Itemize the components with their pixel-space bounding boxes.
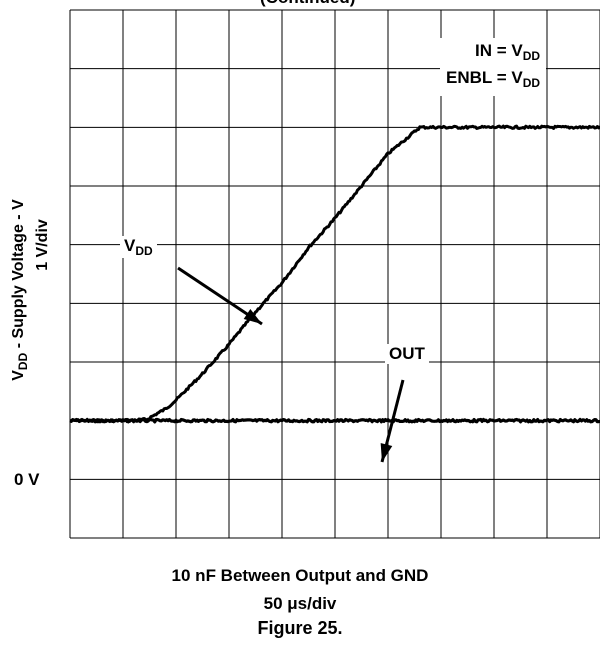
- annotation-arrows: [177, 266, 405, 463]
- arrow-vdd-head: [243, 309, 262, 324]
- annotation-vdd: VDD: [120, 236, 157, 258]
- chart-title-fragment: (Continued): [260, 0, 355, 8]
- trace-out: [69, 417, 600, 424]
- y-axis-scale: 1 V/div: [34, 219, 51, 271]
- conditions-box: IN = VDD ENBL = VDD: [440, 38, 547, 96]
- condition-in: IN = VDD: [474, 41, 541, 63]
- y-axis-label: VDD - Supply Voltage - V: [10, 199, 30, 381]
- figure-label: Figure 25.: [257, 618, 343, 638]
- zero-volt-label: 0 V: [14, 470, 40, 489]
- x-axis-label: 10 nF Between Output and GND: [171, 566, 429, 585]
- x-axis-scale: 50 μs/div: [263, 594, 337, 613]
- traces: [69, 124, 600, 424]
- trace-vdd: [69, 124, 600, 424]
- arrow-out-head: [380, 443, 393, 462]
- condition-enbl: ENBL = VDD: [446, 68, 541, 90]
- annotation-out: OUT: [385, 344, 429, 364]
